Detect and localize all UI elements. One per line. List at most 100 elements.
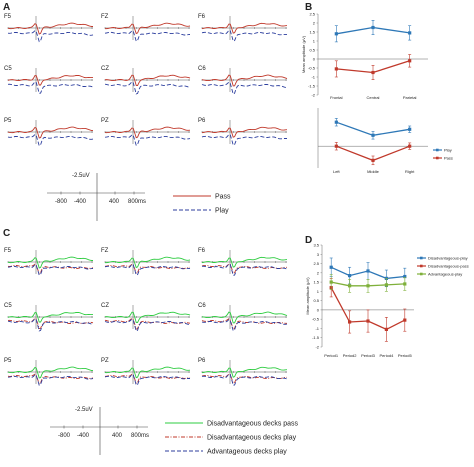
data-point: [366, 284, 370, 288]
chart-d: 3.5 3 2.5 2 1.5 1 0.5 0 -0.5 -1 -1.5 -2 Mean amplitu…: [305, 243, 469, 359]
electrode-label: F5: [4, 248, 12, 254]
erp-cell-f6: F6: [198, 14, 288, 42]
data-point: [371, 133, 375, 137]
erp-cell-c5: C5: [4, 66, 94, 94]
erp-trace-adv-play: [7, 264, 94, 276]
legend-label: Disadvantageous-pass: [428, 264, 469, 269]
erp-trace-disadv-play: [104, 373, 191, 384]
erp-trace-pass: [104, 74, 191, 86]
legend-marker: [420, 256, 423, 260]
erp-cell-p6: P6: [198, 358, 288, 386]
y-tick-label: -1: [311, 75, 315, 80]
legend-label: Pass: [215, 194, 231, 201]
y-axis-label: Mean amplitude (μV): [305, 277, 310, 315]
y-axis-label: Mean amplitude (μV): [301, 35, 306, 73]
erp-trace-adv-play: [7, 374, 94, 386]
erp-grid-top: F5 FZ F6 C5 CZ C6 P5 PZ P6: [4, 14, 288, 147]
y-tick-label: -1.5: [312, 335, 320, 340]
erp-cell-pz: PZ: [101, 358, 191, 386]
erp-trace-play: [7, 30, 94, 43]
electrode-label: P6: [198, 118, 206, 124]
legend-marker: [420, 264, 423, 268]
electrode-label: C5: [4, 303, 12, 309]
x-tick-label: Parietal: [403, 95, 417, 100]
erp-trace-adv-play: [104, 318, 191, 332]
electrode-label: CZ: [101, 303, 109, 309]
y-tick-label: 2.5: [313, 261, 319, 266]
y-tick-label: 1: [313, 39, 316, 44]
x-tick-label: Period4: [380, 353, 395, 358]
x-tick-label: Period5: [398, 353, 413, 358]
electrode-label: F5: [4, 14, 12, 20]
erp-trace-disadv-pass: [7, 311, 94, 323]
y-tick-label: 1: [317, 289, 320, 294]
data-point: [408, 59, 412, 63]
data-point: [371, 158, 375, 162]
data-point: [348, 284, 352, 288]
scale-tick-label: 400: [112, 433, 123, 439]
legend-label: Pass: [444, 156, 453, 161]
electrode-label: FZ: [101, 248, 109, 254]
erp-trace-adv-play: [7, 318, 94, 332]
erp-trace-play: [7, 133, 94, 147]
data-point: [348, 320, 352, 324]
erp-cell-fz: FZ: [101, 14, 191, 42]
scale-tick-label: 400: [109, 199, 120, 205]
erp-trace-adv-play: [201, 373, 288, 386]
data-point: [384, 327, 388, 331]
erp-trace-disadv-play: [7, 373, 94, 385]
electrode-label: PZ: [101, 118, 109, 124]
erp-trace-disadv-play: [201, 373, 287, 384]
panel-label-b: B: [305, 2, 312, 13]
erp-trace-disadv-play: [7, 317, 94, 330]
erp-trace-adv-play: [104, 263, 191, 276]
x-tick-label: Right: [405, 169, 415, 174]
erp-trace-pass: [7, 74, 94, 86]
erp-trace-disadv-play: [104, 263, 191, 274]
x-tick-label: Period3: [361, 353, 376, 358]
data-point: [334, 32, 338, 36]
erp-cell-p6: P6: [198, 118, 288, 146]
erp-trace-disadv-pass: [7, 256, 93, 269]
scale-tick-label: 800ms: [131, 433, 149, 439]
y-tick-label: -1: [315, 326, 319, 331]
panel-label-c: C: [3, 228, 10, 239]
erp-trace-disadv-play: [104, 317, 191, 330]
legend-label: Advantageous decks play: [207, 449, 287, 456]
erp-trace-disadv-pass: [105, 256, 191, 269]
panel-label-a: A: [3, 2, 10, 13]
y-tick-label: 0.5: [309, 48, 315, 53]
y-tick-label: 3.5: [313, 243, 319, 248]
y-tick-label: -1.5: [308, 84, 316, 89]
erp-trace-pass: [201, 126, 288, 138]
x-tick-label: Frontal: [330, 95, 343, 100]
data-point: [366, 319, 370, 323]
legend-label: Disadvantageous decks play: [207, 435, 297, 442]
erp-trace-disadv-pass: [201, 311, 288, 324]
erp-trace-disadv-pass: [7, 366, 94, 379]
data-point: [371, 70, 375, 75]
electrode-label: CZ: [101, 66, 109, 72]
y-tick-label: -0.5: [308, 66, 316, 71]
scale-amp-label: -2.5uV: [75, 407, 93, 413]
scale-tick-label: -400: [77, 433, 90, 439]
y-tick-label: 1.5: [309, 30, 315, 35]
scale-amp-label: -2.5uV: [72, 173, 90, 179]
y-tick-label: 2: [317, 270, 320, 275]
erp-cell-f6: F6: [198, 248, 288, 276]
y-tick-label: 0.5: [313, 298, 319, 303]
erp-trace-disadv-pass: [201, 366, 288, 378]
time-scale-bottom: -2.5uV -800 -400 400 800ms: [50, 407, 149, 455]
data-point: [403, 282, 407, 286]
erp-trace-adv-play: [201, 318, 288, 332]
erp-trace-play: [7, 81, 94, 94]
data-point: [334, 120, 338, 124]
erp-cell-fz: FZ: [101, 248, 191, 276]
scale-tick-label: -800: [58, 433, 71, 439]
erp-trace-disadv-play: [7, 263, 94, 275]
erp-cell-p5: P5: [4, 118, 94, 147]
legend-label: Advantageous-play: [428, 272, 462, 277]
data-point: [329, 265, 333, 269]
electrode-label: FZ: [101, 14, 109, 20]
x-tick-label: Central: [367, 95, 380, 100]
